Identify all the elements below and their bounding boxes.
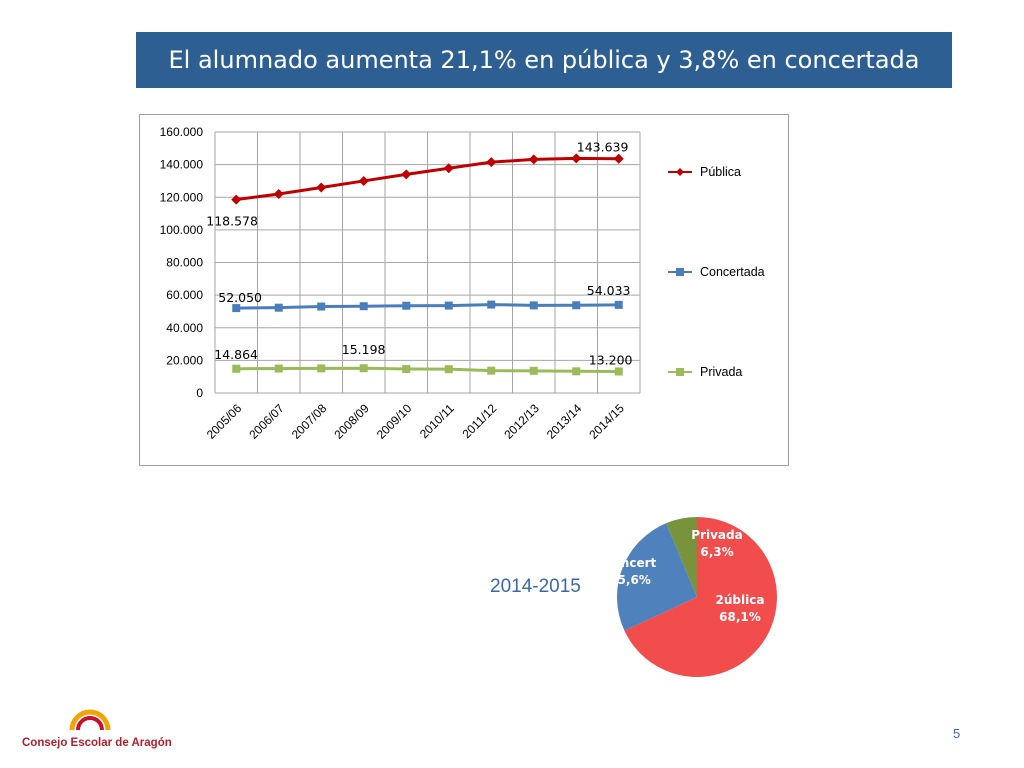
data-point bbox=[401, 169, 412, 180]
series-line-1 bbox=[236, 303, 619, 310]
legend-marker bbox=[676, 268, 684, 276]
slide-title: El alumnado aumenta 21,1% en pública y 3… bbox=[168, 46, 920, 74]
pie-slice-percent: 6,3% bbox=[700, 545, 733, 559]
data-point bbox=[316, 182, 327, 193]
data-point bbox=[274, 303, 283, 312]
data-label: 118.578 bbox=[206, 214, 258, 229]
y-tick-label: 140.000 bbox=[160, 158, 204, 172]
data-point bbox=[529, 301, 538, 310]
x-tick-label: 2010/11 bbox=[417, 401, 457, 441]
data-point bbox=[359, 364, 368, 373]
logo-mark-icon bbox=[69, 709, 111, 731]
data-point bbox=[486, 157, 497, 168]
series-line-2 bbox=[236, 366, 619, 373]
y-tick-label: 60.000 bbox=[166, 288, 203, 302]
data-point bbox=[529, 366, 538, 375]
data-point bbox=[359, 302, 368, 311]
data-point bbox=[317, 364, 326, 373]
data-label: 143.639 bbox=[577, 140, 629, 155]
y-tick-label: 20.000 bbox=[166, 353, 203, 367]
x-tick-label: 2012/13 bbox=[501, 401, 542, 442]
pie-chart: 2ública 68,1% Concert 25,6% Privada 6,3% bbox=[612, 515, 782, 680]
pie-slice-concert bbox=[617, 523, 697, 631]
data-point bbox=[571, 153, 582, 164]
data-point bbox=[317, 302, 326, 311]
legend-marker bbox=[676, 168, 684, 176]
x-tick-label: 2013/14 bbox=[544, 401, 585, 442]
data-point bbox=[274, 364, 283, 373]
pie-slice-name: Concert bbox=[612, 556, 657, 570]
data-label: 54.033 bbox=[587, 283, 631, 298]
data-point bbox=[487, 366, 496, 375]
pie-slice-percent: 68,1% bbox=[719, 610, 761, 624]
consejo-logo: Consejo Escolar de Aragón bbox=[22, 700, 172, 756]
pie-slice-privada bbox=[666, 517, 697, 597]
legend-label: Pública bbox=[700, 165, 741, 179]
data-point bbox=[572, 367, 581, 376]
data-point bbox=[444, 365, 453, 374]
y-tick-label: 0 bbox=[196, 386, 203, 400]
data-label: 15.198 bbox=[342, 342, 386, 357]
data-point bbox=[231, 194, 242, 205]
data-point bbox=[614, 367, 623, 376]
data-point bbox=[443, 163, 454, 174]
data-point bbox=[273, 188, 284, 199]
data-label: 14.864 bbox=[214, 347, 258, 362]
page-number: 5 bbox=[953, 726, 961, 741]
data-point bbox=[487, 300, 496, 309]
pie-slice-name: Privada bbox=[691, 528, 742, 542]
x-tick-label: 2005/06 bbox=[204, 401, 245, 442]
y-tick-label: 80.000 bbox=[166, 256, 203, 270]
legend-label: Concertada bbox=[700, 265, 765, 279]
data-point bbox=[614, 300, 623, 309]
data-point bbox=[444, 301, 453, 310]
y-tick-label: 100.000 bbox=[160, 223, 204, 237]
data-point bbox=[572, 301, 581, 310]
data-label: 52.050 bbox=[218, 290, 262, 305]
legend-label: Privada bbox=[700, 365, 742, 379]
x-tick-label: 2011/12 bbox=[459, 401, 499, 441]
x-tick-label: 2014/15 bbox=[586, 401, 627, 442]
y-tick-label: 120.000 bbox=[160, 190, 204, 204]
data-point bbox=[528, 154, 539, 165]
pie-slice-percent: 25,6% bbox=[612, 573, 651, 587]
x-tick-label: 2007/08 bbox=[289, 401, 330, 442]
data-point bbox=[402, 301, 411, 310]
data-label: 13.200 bbox=[589, 352, 633, 367]
pie-slice-2ública bbox=[624, 517, 777, 677]
line-chart-svg: 020.00040.00060.00080.000100.000120.0001… bbox=[160, 125, 765, 442]
logo-text: Consejo Escolar de Aragón bbox=[22, 737, 172, 749]
data-point bbox=[402, 365, 411, 374]
pie-slice-name: 2ública bbox=[716, 593, 765, 607]
y-tick-label: 40.000 bbox=[166, 321, 203, 335]
data-point bbox=[358, 175, 369, 186]
x-tick-label: 2009/10 bbox=[374, 401, 415, 442]
y-tick-label: 160.000 bbox=[160, 125, 204, 139]
x-tick-label: 2006/07 bbox=[246, 401, 287, 442]
data-point bbox=[232, 304, 241, 313]
series-line-0 bbox=[236, 156, 619, 202]
slide-title-banner: El alumnado aumenta 21,1% en pública y 3… bbox=[136, 32, 952, 88]
data-point bbox=[232, 364, 241, 373]
pie-year-label: 2014-2015 bbox=[490, 576, 581, 597]
data-point bbox=[613, 153, 624, 164]
line-chart: 0 20.000 40.000 60.000 80.000 100.000 120.000 1… bbox=[139, 114, 789, 466]
pie-chart-svg: 2ública 68,1% Concert 25,6% Privada 6,3% bbox=[612, 517, 777, 677]
x-tick-label: 2008/09 bbox=[331, 401, 372, 442]
legend-marker bbox=[676, 368, 684, 376]
